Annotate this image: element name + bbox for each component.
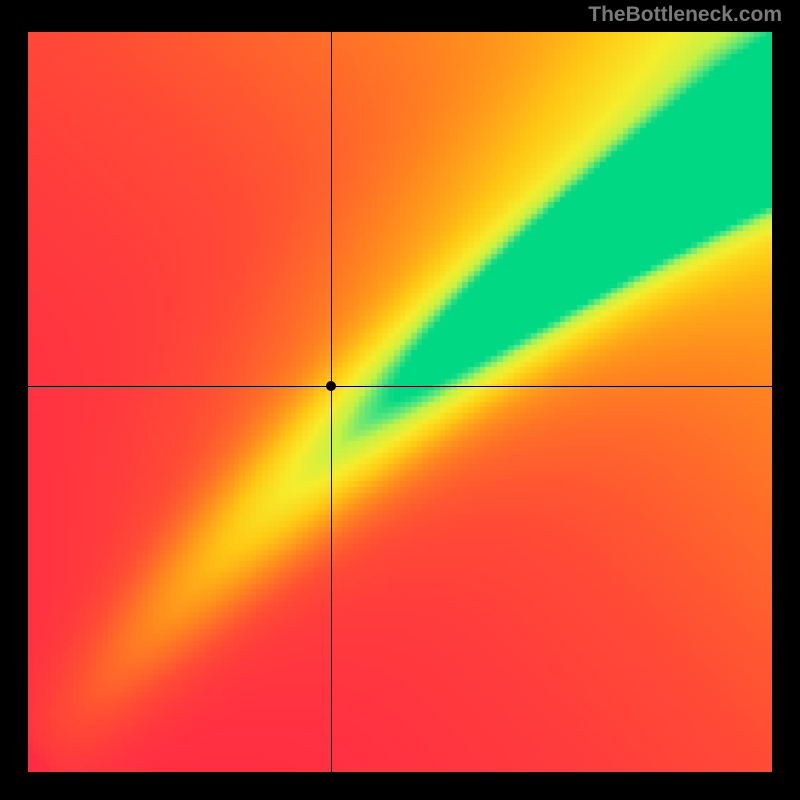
watermark-text: TheBottleneck.com (588, 3, 782, 27)
crosshair-vertical (331, 32, 332, 772)
heatmap-canvas (28, 32, 772, 772)
crosshair-horizontal (28, 386, 772, 387)
